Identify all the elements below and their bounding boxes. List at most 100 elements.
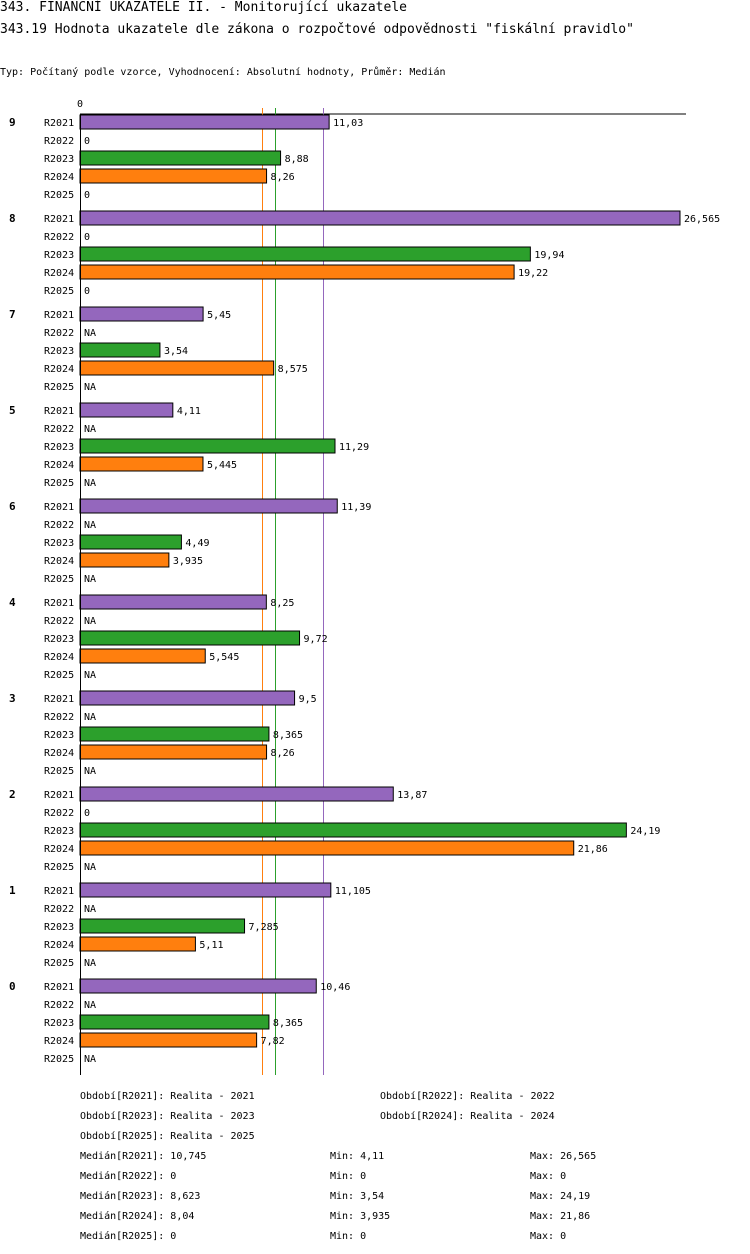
data-label: NA (84, 574, 96, 585)
row-label-r2024: R2024 (44, 652, 74, 663)
data-label: 7,285 (249, 922, 279, 933)
data-label: 3,54 (164, 346, 188, 357)
data-label: 11,03 (333, 118, 363, 129)
stat-min-r2022: Min: 0 (330, 1171, 367, 1182)
row-label-r2025: R2025 (44, 286, 74, 297)
stat-median-r2024: Medián[R2024]: 8,04 (80, 1211, 195, 1222)
data-label: 0 (84, 136, 90, 147)
row-label-r2025: R2025 (44, 382, 74, 393)
row-label-r2023: R2023 (44, 634, 74, 645)
group-label-1: 1 (9, 884, 16, 897)
data-label: 19,94 (534, 250, 564, 261)
stat-max-r2023: Max: 24,19 (530, 1191, 591, 1202)
stat-median-r2023: Medián[R2023]: 8,623 (80, 1191, 201, 1202)
row-label-r2025: R2025 (44, 766, 74, 777)
chart-info: Typ: Počítaný podle vzorce, Vyhodnocení:… (0, 67, 446, 78)
row-label-r2023: R2023 (44, 730, 74, 741)
data-label: 24,19 (630, 826, 660, 837)
data-label: 8,365 (273, 730, 303, 741)
data-label: 0 (84, 286, 90, 297)
group-label-2: 2 (9, 788, 16, 801)
data-label: 8,575 (278, 364, 308, 375)
data-label: NA (84, 1054, 96, 1065)
stat-min-r2023: Min: 3,54 (330, 1191, 385, 1202)
row-label-r2023: R2023 (44, 346, 74, 357)
legend-period-r2024: Období[R2024]: Realita - 2024 (380, 1111, 555, 1122)
data-label: 8,25 (270, 598, 294, 609)
data-label: 4,11 (177, 406, 201, 417)
data-label: NA (84, 382, 96, 393)
legend-period-r2021: Období[R2021]: Realita - 2021 (80, 1091, 255, 1102)
row-label-r2025: R2025 (44, 478, 74, 489)
data-label: 5,45 (207, 310, 231, 321)
data-label: 10,46 (320, 982, 350, 993)
row-label-r2022: R2022 (44, 808, 74, 819)
data-label: NA (84, 670, 96, 681)
data-label: 5,445 (207, 460, 237, 471)
legend-period-r2025: Období[R2025]: Realita - 2025 (80, 1131, 255, 1142)
data-label: 5,11 (199, 940, 223, 951)
data-label: NA (84, 424, 96, 435)
row-label-r2023: R2023 (44, 250, 74, 261)
row-label-r2022: R2022 (44, 712, 74, 723)
data-label: 3,935 (173, 556, 203, 567)
data-label: 9,72 (304, 634, 328, 645)
data-label: 11,29 (339, 442, 369, 453)
row-label-r2024: R2024 (44, 172, 74, 183)
data-label: 0 (84, 190, 90, 201)
page-title: 343. FINANČNÍ UKAZATELE II. - Monitorují… (0, 0, 407, 15)
data-label: 5,545 (209, 652, 239, 663)
data-label: 19,22 (518, 268, 548, 279)
data-label: NA (84, 862, 96, 873)
group-label-6: 6 (9, 500, 16, 513)
data-label: NA (84, 616, 96, 627)
stat-median-r2022: Medián[R2022]: 0 (80, 1171, 177, 1182)
row-label-r2024: R2024 (44, 940, 74, 951)
row-label-r2022: R2022 (44, 232, 74, 243)
row-label-r2021: R2021 (44, 214, 74, 225)
row-label-r2025: R2025 (44, 862, 74, 873)
row-label-r2025: R2025 (44, 1054, 74, 1065)
stat-median-r2025: Medián[R2025]: 0 (80, 1231, 177, 1242)
row-label-r2025: R2025 (44, 574, 74, 585)
data-label: 0 (84, 808, 90, 819)
data-label: NA (84, 712, 96, 723)
row-label-r2023: R2023 (44, 922, 74, 933)
bar-chart: 0 9 R2021 11,03 R2022 0 R2023 8,88 R2024 8,26 R202… (9, 99, 720, 1075)
data-label: 0 (84, 232, 90, 243)
row-label-r2022: R2022 (44, 328, 74, 339)
row-label-r2025: R2025 (44, 190, 74, 201)
row-label-r2022: R2022 (44, 136, 74, 147)
row-label-r2024: R2024 (44, 1036, 74, 1047)
row-label-r2025: R2025 (44, 670, 74, 681)
stat-max-r2024: Max: 21,86 (530, 1211, 591, 1222)
row-label-r2021: R2021 (44, 598, 74, 609)
row-label-r2024: R2024 (44, 844, 74, 855)
data-label: 4,49 (185, 538, 209, 549)
stat-max-r2021: Max: 26,565 (530, 1151, 597, 1162)
group-label-3: 3 (9, 692, 16, 705)
data-label: 8,88 (285, 154, 309, 165)
stat-max-r2025: Max: 0 (530, 1231, 567, 1242)
row-label-r2021: R2021 (44, 790, 74, 801)
stat-max-r2022: Max: 0 (530, 1171, 567, 1182)
row-label-r2024: R2024 (44, 364, 74, 375)
group-label-5: 5 (9, 404, 16, 417)
row-label-r2021: R2021 (44, 310, 74, 321)
data-label: 11,105 (335, 886, 371, 897)
legend-period-r2022: Období[R2022]: Realita - 2022 (380, 1091, 555, 1102)
row-label-r2023: R2023 (44, 826, 74, 837)
data-label: NA (84, 958, 96, 969)
data-label: 9,5 (299, 694, 317, 705)
row-label-r2022: R2022 (44, 616, 74, 627)
data-label: 8,26 (271, 172, 295, 183)
data-label: NA (84, 478, 96, 489)
data-label: 13,87 (397, 790, 427, 801)
group-label-0: 0 (9, 980, 16, 993)
data-label: NA (84, 328, 96, 339)
row-label-r2023: R2023 (44, 1018, 74, 1029)
data-label: NA (84, 904, 96, 915)
stat-min-r2021: Min: 4,11 (330, 1151, 385, 1162)
row-label-r2021: R2021 (44, 118, 74, 129)
